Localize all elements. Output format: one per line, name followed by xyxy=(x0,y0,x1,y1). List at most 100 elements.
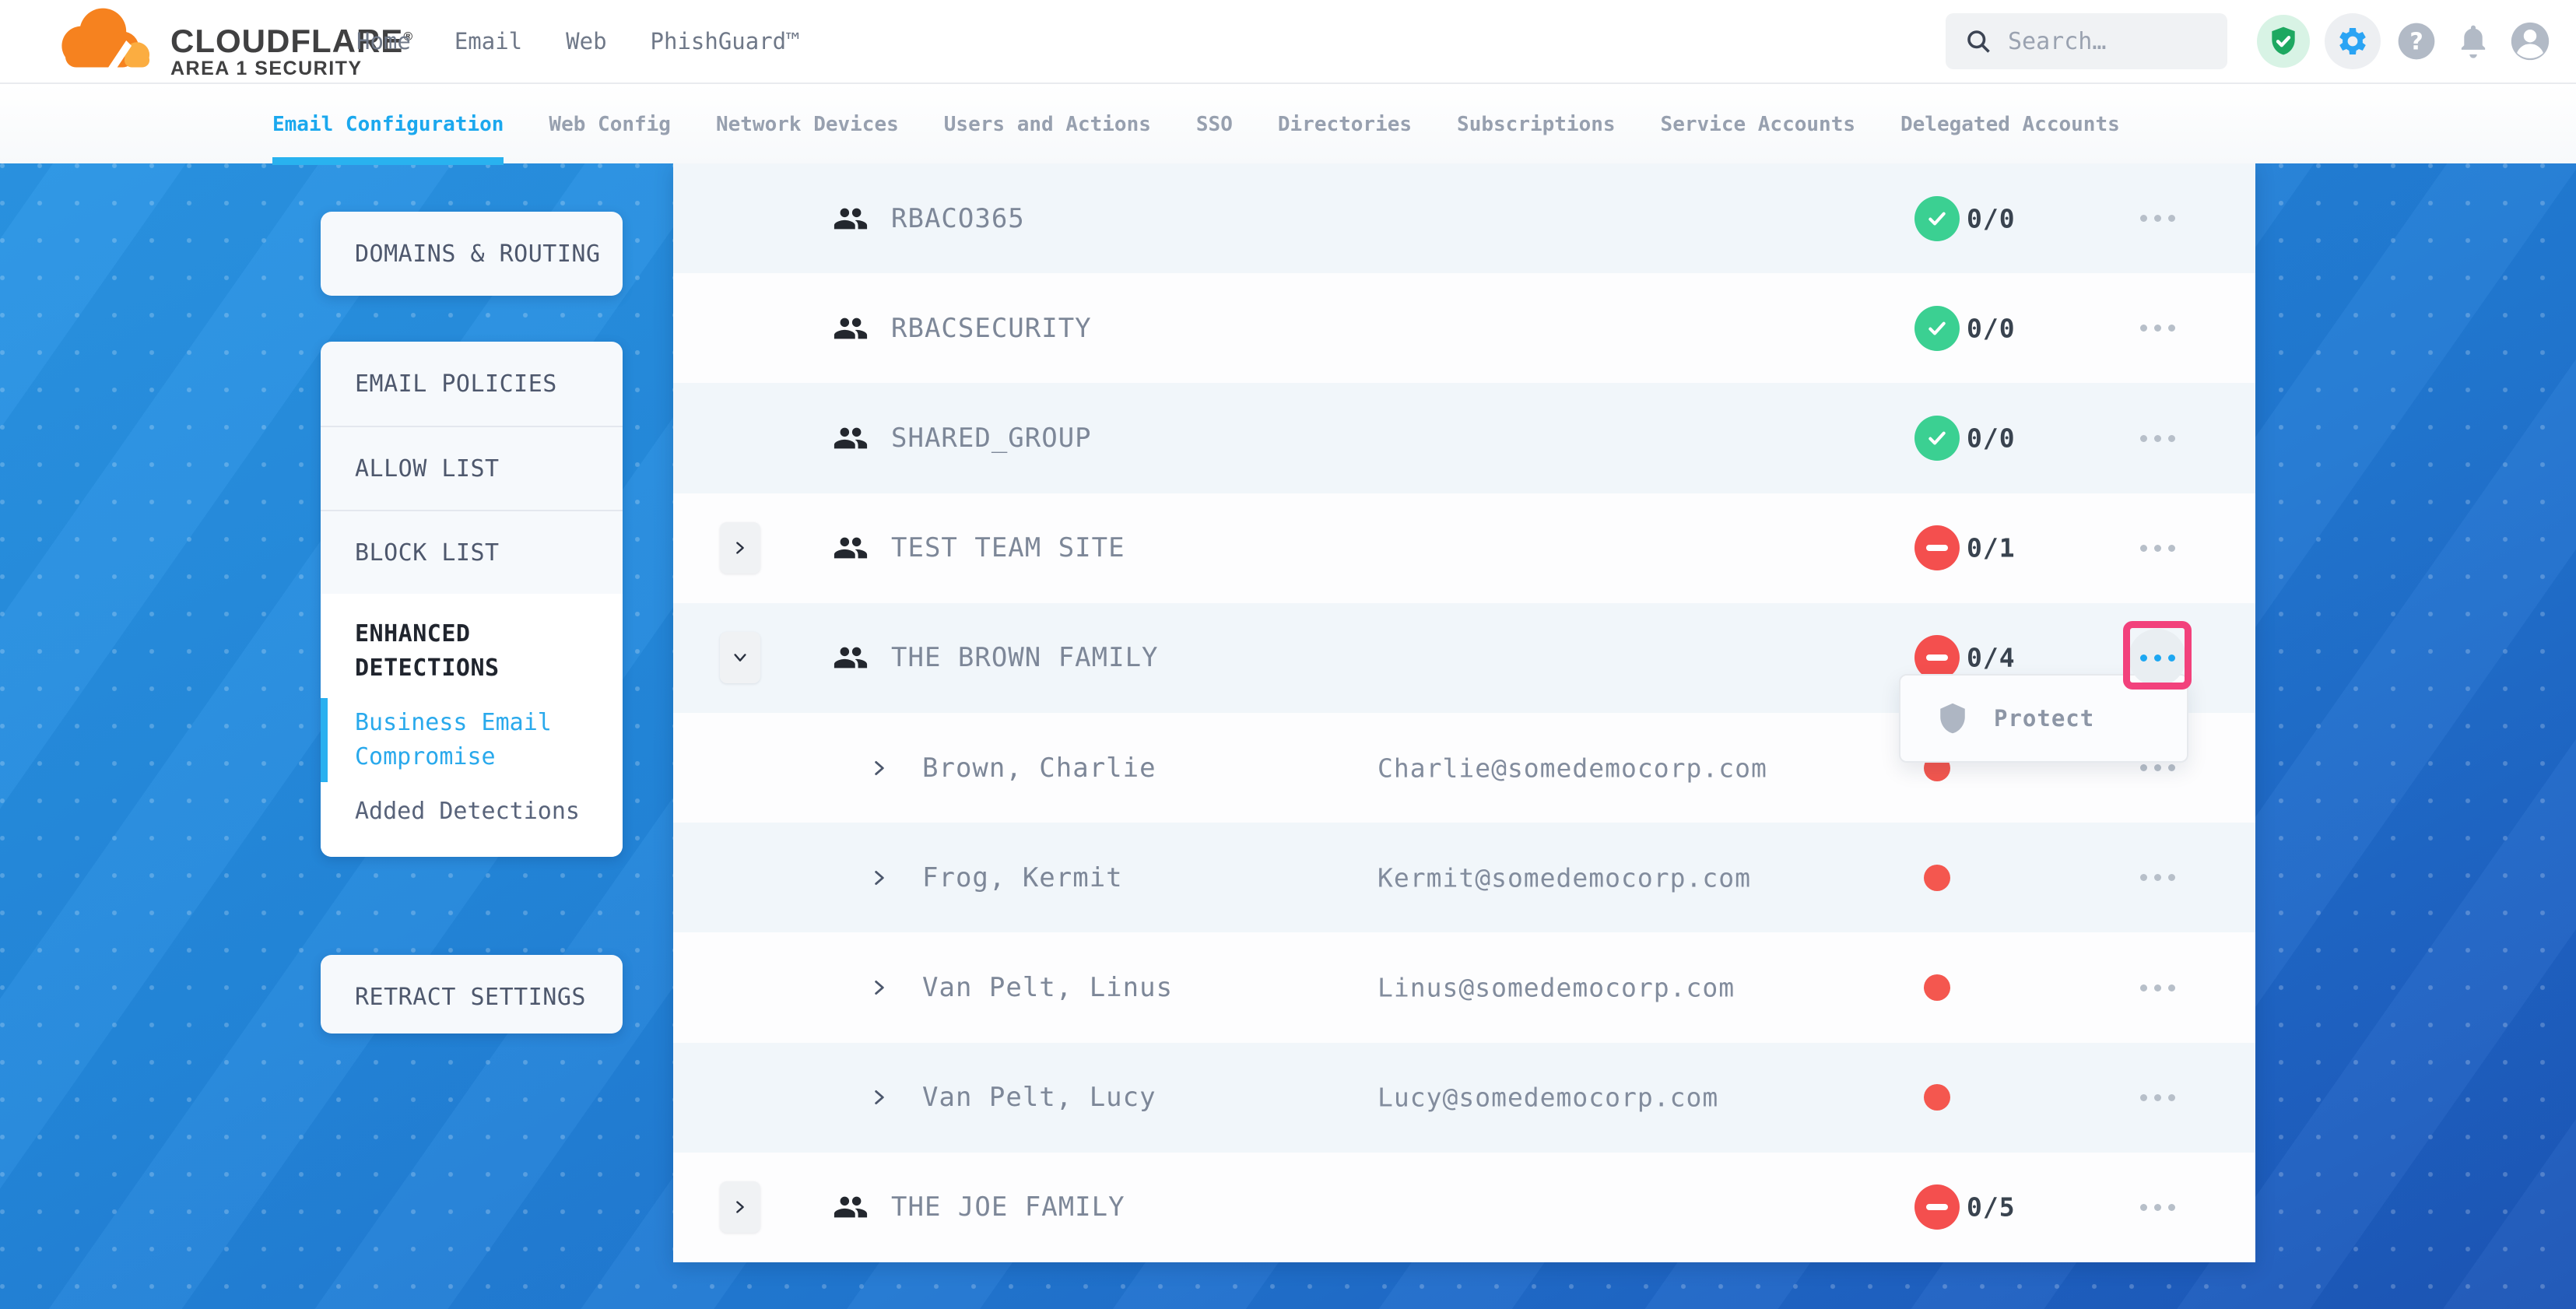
status-badge-allowed xyxy=(1914,195,1960,241)
sidebar-item-retract-settings[interactable]: RETRACT SETTINGS xyxy=(355,983,586,1011)
collapse-chevron-button[interactable] xyxy=(720,632,760,684)
tab-sso[interactable]: SSO xyxy=(1195,113,1233,136)
group-icon xyxy=(834,427,868,449)
protection-count: 0/0 xyxy=(1967,203,2016,234)
tab-users-and-actions[interactable]: Users and Actions xyxy=(943,113,1151,136)
member-name: Brown, Charlie xyxy=(922,752,1156,784)
protection-count: 0/4 xyxy=(1967,642,2016,673)
status-badge-allowed xyxy=(1914,416,1960,461)
sidebar-item-block-list[interactable]: BLOCK LIST xyxy=(321,510,623,594)
member-name: Frog, Kermit xyxy=(922,862,1123,893)
group-name: RBACO365 xyxy=(891,202,1025,234)
table-row: THE BROWN FAMILY 0/4 xyxy=(673,602,2255,714)
search-input[interactable] xyxy=(2008,27,2202,55)
row-actions-button[interactable] xyxy=(2129,519,2186,577)
sidebar-item-allow-list[interactable]: ALLOW LIST xyxy=(321,426,623,510)
cloudflare-cloud-icon xyxy=(61,8,150,68)
sidebar-item-business-email-compromise[interactable]: Business Email Compromise xyxy=(321,698,604,782)
protection-count: 0/0 xyxy=(1967,313,2016,344)
group-icon xyxy=(834,647,868,669)
sidebar-section-enhanced-detections: ENHANCED DETECTIONS Business Email Compr… xyxy=(321,594,623,857)
sidebar-item-domains-routing[interactable]: DOMAINS & ROUTING xyxy=(355,240,601,268)
group-name: RBACSECURITY xyxy=(891,312,1092,344)
table-row: Frog, Kermit Kermit@somedemocorp.com xyxy=(673,823,2255,933)
tab-service-accounts[interactable]: Service Accounts xyxy=(1660,113,1855,136)
menu-item-protect[interactable]: Protect xyxy=(1994,705,2095,732)
protection-count: 0/0 xyxy=(1967,423,2016,454)
tab-delegated-accounts[interactable]: Delegated Accounts xyxy=(1900,113,2120,136)
row-actions-button[interactable] xyxy=(2129,300,2186,357)
sidebar-card-retract-settings: RETRACT SETTINGS xyxy=(321,955,623,1034)
sidebar-item-email-policies[interactable]: EMAIL POLICIES xyxy=(355,370,557,398)
search-icon xyxy=(1967,30,1990,53)
group-name: SHARED_GROUP xyxy=(891,423,1092,454)
row-actions-button[interactable] xyxy=(2129,1069,2186,1126)
member-name: Van Pelt, Lucy xyxy=(922,1082,1156,1114)
search-box[interactable] xyxy=(1946,13,2227,69)
nav-item-home[interactable]: Home xyxy=(356,28,411,54)
member-chevron-icon xyxy=(875,760,884,775)
tab-subscriptions[interactable]: Subscriptions xyxy=(1457,113,1616,136)
status-badge-allowed xyxy=(1914,305,1960,351)
member-email: Charlie@somedemocorp.com xyxy=(1377,753,1767,784)
help-icon[interactable]: ? xyxy=(2395,19,2438,63)
actions-dropdown: Protect xyxy=(1899,674,2188,763)
status-dot-unprotected xyxy=(1924,974,1950,1002)
table-row: RBACO365 0/0 xyxy=(673,163,2255,274)
account-icon[interactable] xyxy=(2508,19,2553,64)
tab-directories[interactable]: Directories xyxy=(1277,113,1413,136)
tab-network-devices[interactable]: Network Devices xyxy=(715,113,899,136)
bell-icon[interactable] xyxy=(2453,21,2494,61)
svg-text:?: ? xyxy=(2409,29,2423,56)
status-badge-blocked xyxy=(1914,525,1960,571)
member-email: Lucy@somedemocorp.com xyxy=(1377,1082,1719,1113)
shield-icon xyxy=(1940,703,1965,734)
protection-count: 0/1 xyxy=(1967,532,2016,563)
group-icon xyxy=(834,1197,868,1218)
brand-logo[interactable]: CLOUDFLARE® AREA 1 SECURITY xyxy=(43,5,413,80)
row-actions-button[interactable] xyxy=(2129,849,2186,907)
tab-web-config[interactable]: Web Config xyxy=(549,113,671,136)
gear-icon[interactable] xyxy=(2324,13,2381,69)
table-row: TEST TEAM SITE 0/1 xyxy=(673,493,2255,603)
nav-item-web[interactable]: Web xyxy=(566,28,607,54)
sidebar-card-policies: EMAIL POLICIES ALLOW LIST BLOCK LIST ENH… xyxy=(321,342,623,857)
member-email: Kermit@somedemocorp.com xyxy=(1377,862,1751,893)
status-badge-blocked xyxy=(1914,1184,1960,1230)
table-row: Van Pelt, Lucy Lucy@somedemocorp.com xyxy=(673,1042,2255,1153)
group-icon xyxy=(834,208,868,230)
row-actions-button[interactable] xyxy=(2129,190,2186,247)
subnav-tabs: Email Configuration Web Config Network D… xyxy=(272,84,2120,165)
row-actions-button[interactable] xyxy=(2129,739,2186,797)
top-nav: Home Email Web PhishGuard™ xyxy=(356,0,800,82)
expand-chevron-button[interactable] xyxy=(720,1181,760,1234)
shield-check-icon[interactable] xyxy=(2257,15,2310,68)
table-row: Van Pelt, Linus Linus@somedemocorp.com xyxy=(673,932,2255,1043)
member-email: Linus@somedemocorp.com xyxy=(1377,972,1735,1003)
sidebar-item-added-detections[interactable]: Added Detections xyxy=(355,798,580,825)
row-actions-button[interactable] xyxy=(2129,959,2186,1016)
member-name: Van Pelt, Linus xyxy=(922,972,1174,1004)
row-actions-button[interactable] xyxy=(2129,409,2186,467)
status-badge-blocked xyxy=(1914,635,1960,681)
row-actions-button[interactable] xyxy=(2129,1178,2186,1236)
main-content-area: DOMAINS & ROUTING EMAIL POLICIES ALLOW L… xyxy=(0,163,2576,1309)
row-actions-button-active[interactable] xyxy=(2129,629,2186,687)
status-dot-unprotected xyxy=(1924,864,1950,891)
header-status-icons: ? xyxy=(2249,0,2560,82)
status-dot-unprotected xyxy=(1924,1084,1950,1111)
expand-chevron-button[interactable] xyxy=(720,522,760,574)
brand-name: CLOUDFLARE® xyxy=(170,23,414,59)
member-chevron-icon xyxy=(875,1090,884,1105)
group-icon xyxy=(834,537,868,559)
group-name: THE JOE FAMILY xyxy=(891,1191,1125,1223)
sidebar-card-domains-routing: DOMAINS & ROUTING xyxy=(321,212,623,296)
group-icon xyxy=(834,318,868,339)
tab-email-configuration[interactable]: Email Configuration xyxy=(272,84,504,165)
groups-table: RBACO365 0/0 RBACSECURITY 0/0 SHARED_GRO… xyxy=(673,163,2255,1263)
sidebar-item-enhanced-detections[interactable]: ENHANCED DETECTIONS xyxy=(355,620,500,682)
config-subnav: Email Configuration Web Config Network D… xyxy=(0,82,2576,165)
nav-item-email[interactable]: Email xyxy=(454,28,523,54)
group-name: TEST TEAM SITE xyxy=(891,532,1125,564)
nav-item-phishguard[interactable]: PhishGuard™ xyxy=(650,28,800,54)
